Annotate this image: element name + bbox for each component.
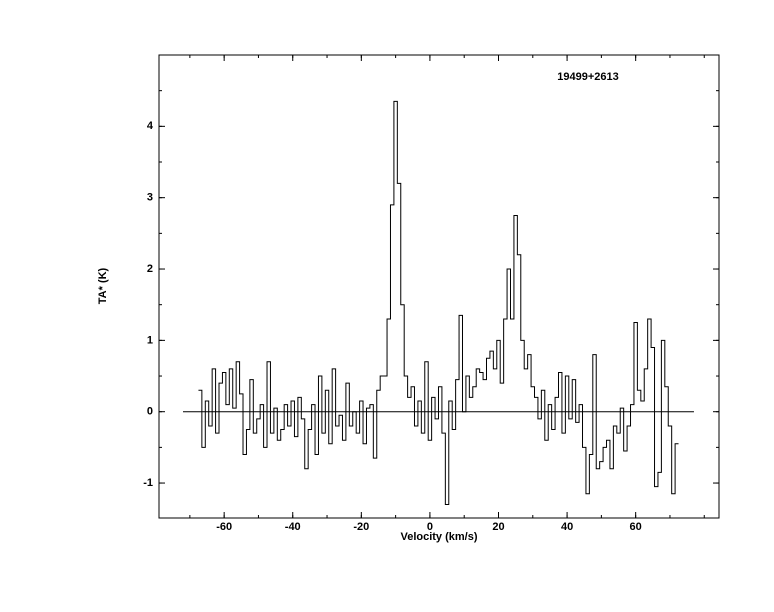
x-axis-label: Velocity (km/s) bbox=[400, 531, 477, 543]
y-axis-label: TA* (K) bbox=[97, 267, 109, 304]
x-tick-label: 40 bbox=[561, 521, 573, 533]
y-tick-label: 2 bbox=[147, 263, 153, 275]
x-tick-label: -20 bbox=[353, 521, 369, 533]
plot-frame bbox=[158, 54, 720, 519]
y-tick-label: -1 bbox=[143, 477, 153, 489]
chart-title: 19499+2613 bbox=[557, 71, 618, 83]
x-tick-label: 60 bbox=[630, 521, 642, 533]
x-tick-label: -60 bbox=[216, 521, 232, 533]
x-tick-label: -40 bbox=[285, 521, 301, 533]
x-tick-label: 20 bbox=[492, 521, 504, 533]
x-tick-label: 0 bbox=[427, 521, 433, 533]
y-tick-label: 0 bbox=[147, 406, 153, 418]
y-tick-label: 4 bbox=[147, 120, 154, 132]
spectrum-line bbox=[198, 100, 679, 505]
y-tick-label: 1 bbox=[147, 334, 153, 346]
y-tick-label: 3 bbox=[147, 192, 153, 204]
